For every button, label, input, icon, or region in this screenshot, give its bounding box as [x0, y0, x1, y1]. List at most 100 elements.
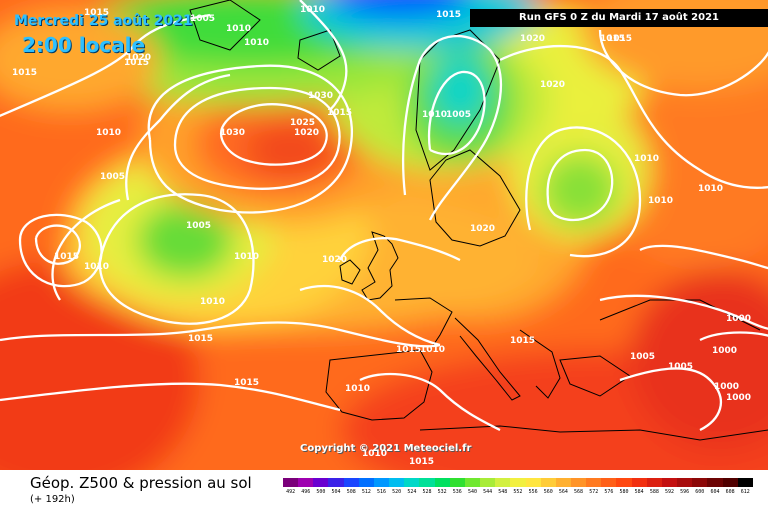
- legend-swatch: [661, 478, 678, 487]
- coastlines: [189, 0, 768, 441]
- copyright-notice: Copyright © 2021 Meteociel.fr: [300, 443, 472, 454]
- forecast-time: 2:00 locale: [22, 33, 146, 57]
- isobar-label: 1020: [540, 80, 566, 90]
- isobar-label: 1015: [84, 8, 110, 18]
- isobar-label: 1010: [420, 345, 446, 355]
- legend-swatch: [389, 478, 405, 487]
- isobar-label: 1005: [100, 172, 126, 182]
- legend-swatch: [343, 478, 359, 487]
- isobar-label: 1020: [520, 34, 546, 44]
- isobar-label: 1020: [322, 255, 348, 265]
- legend-tick-label: 592: [664, 489, 674, 495]
- color-legend: 492 496 500 504 508 512 516 520 524 528 532 536 540 5…: [283, 478, 753, 495]
- legend-tick-label: 520: [392, 489, 402, 495]
- legend-tick-label: 608: [725, 489, 735, 495]
- isobar-label: 1025: [290, 118, 316, 128]
- weather-map: Mercredi 25 août 2021 2:00 locale Run GF…: [0, 0, 768, 470]
- legend-tick-label: 492: [286, 489, 296, 495]
- legend-swatch: [601, 478, 617, 487]
- isobar-label: 1010: [648, 196, 674, 206]
- legend-swatch: [737, 478, 753, 487]
- isobar-label: 1000: [726, 393, 752, 403]
- isobar-label: 1010: [362, 449, 388, 459]
- legend-tick-label: 516: [377, 489, 387, 495]
- legend-swatch: [419, 478, 435, 487]
- legend-swatches: [283, 478, 753, 487]
- legend-tick-label: 580: [619, 489, 629, 495]
- isobar-label: 1005: [446, 110, 472, 120]
- isobar-label: 1010: [634, 154, 660, 164]
- legend-ticks: 492 496 500 504 508 512 516 520 524 528 532 536 540 5…: [283, 489, 753, 495]
- legend-swatch: [570, 478, 587, 487]
- legend-tick-label: 568: [574, 489, 584, 495]
- chart-title: Géop. Z500 & pression au sol: [30, 474, 252, 492]
- legend-tick-label: 508: [346, 489, 356, 495]
- legend-swatch: [510, 478, 526, 487]
- isobar-label: 1015: [124, 58, 150, 68]
- legend-tick-label: 556: [528, 489, 538, 495]
- legend-tick-label: 572: [589, 489, 599, 495]
- legend-swatch: [677, 478, 693, 487]
- isobar-label: 1015: [600, 34, 626, 44]
- isobar-label: 1015: [396, 345, 422, 355]
- isobar-label: 1015: [54, 252, 80, 262]
- legend-swatch: [449, 478, 465, 487]
- forecast-date: Mercredi 25 août 2021: [14, 13, 193, 29]
- legend-tick-label: 496: [301, 489, 311, 495]
- isobar-label: 1005: [186, 221, 212, 231]
- forecast-lead-time: (+ 192h): [30, 494, 75, 505]
- isobar-label: 1015: [510, 336, 536, 346]
- isobar-label: 1010: [345, 384, 371, 394]
- legend-tick-label: 536: [452, 489, 462, 495]
- isobar-label: 1010: [234, 252, 260, 262]
- legend-tick-label: 604: [710, 489, 720, 495]
- legend-tick-label: 552: [513, 489, 523, 495]
- legend-swatch: [540, 478, 556, 487]
- isobar-label: 1005: [190, 14, 216, 24]
- isobar-label: 1000: [714, 382, 740, 392]
- legend-tick-label: 596: [680, 489, 690, 495]
- legend-tick-label: 512: [361, 489, 371, 495]
- isobar-label: 1020: [294, 128, 320, 138]
- isobar-label: 1010: [422, 110, 448, 120]
- isobar-label: 1020: [126, 53, 152, 63]
- isobar-label: 1015: [436, 10, 462, 20]
- legend-tick-label: 544: [483, 489, 493, 495]
- legend-tick-label: 524: [407, 489, 417, 495]
- model-run-label: Run GFS 0 Z du Mardi 17 août 2021: [470, 9, 768, 27]
- isobar-label: 1000: [726, 314, 752, 324]
- legend-tick-label: 504: [331, 489, 341, 495]
- legend-tick-label: 548: [498, 489, 508, 495]
- legend-tick-label: 588: [649, 489, 659, 495]
- legend-tick-label: 500: [316, 489, 326, 495]
- isobar-label: 1010: [84, 262, 110, 272]
- legend-swatch: [631, 478, 647, 487]
- legend-tick-label: 540: [467, 489, 477, 495]
- legend-tick-label: 584: [634, 489, 644, 495]
- legend-tick-label: 528: [422, 489, 432, 495]
- legend-swatch: [283, 478, 299, 487]
- isobar-label: 1015: [12, 68, 38, 78]
- isobar-label: 1010: [226, 24, 252, 34]
- isobars: [0, 0, 768, 430]
- geopotential-field: [0, 0, 768, 470]
- footer: Géop. Z500 & pression au sol (+ 192h) 49…: [0, 470, 768, 512]
- isobar-label: 1030: [308, 91, 334, 101]
- isobar-label: 1010: [96, 128, 122, 138]
- isobar-label: 1020: [470, 224, 496, 234]
- legend-tick-label: 612: [740, 489, 750, 495]
- isobar-label: 1010: [300, 5, 326, 15]
- legend-swatch: [692, 478, 708, 487]
- legend-swatch: [586, 478, 602, 487]
- isobar-label: 1010: [698, 184, 724, 194]
- isobar-label: 1010: [244, 38, 270, 48]
- isobar-label: 1015: [234, 378, 260, 388]
- legend-swatch: [464, 478, 481, 487]
- isobar-label: 1015: [607, 34, 633, 44]
- legend-swatch: [646, 478, 662, 487]
- isobar-label: 1015: [409, 457, 435, 467]
- legend-swatch: [298, 478, 314, 487]
- legend-swatch: [373, 478, 390, 487]
- isobar-label: 1005: [668, 362, 694, 372]
- legend-swatch: [707, 478, 723, 487]
